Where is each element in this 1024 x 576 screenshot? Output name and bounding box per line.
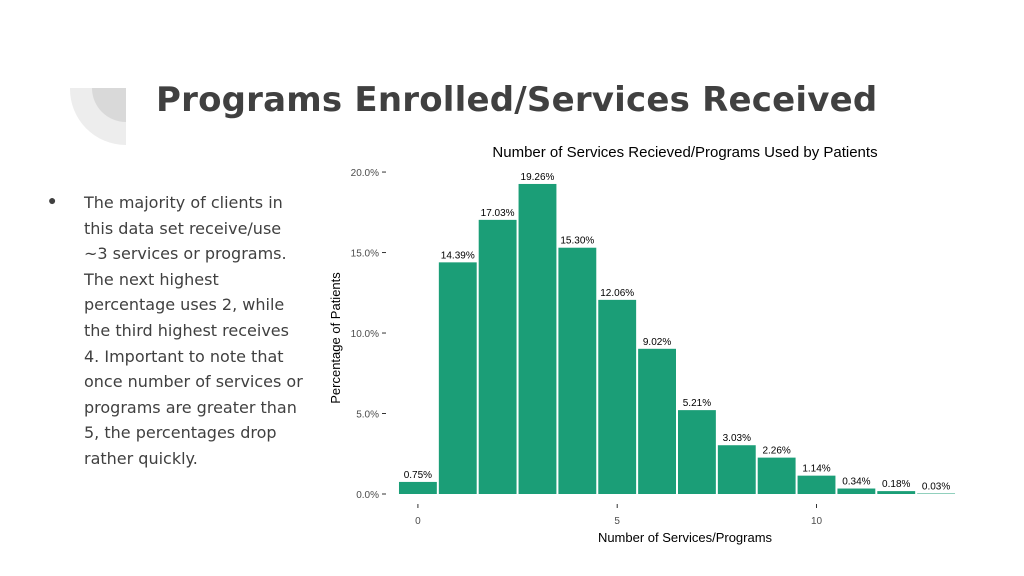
chart-title: Number of Services Recieved/Programs Use…	[492, 144, 877, 161]
bar	[558, 247, 597, 494]
y-tick-label: 20.0%	[351, 168, 379, 179]
bar-value-label: 9.02%	[643, 337, 671, 348]
bar	[678, 410, 716, 494]
bar-value-label: 1.14%	[802, 464, 830, 475]
y-tick-label: 0.0%	[356, 490, 379, 501]
bar-value-label: 3.03%	[723, 433, 751, 444]
slide-title: Programs Enrolled/Services Received	[156, 80, 878, 120]
bar	[598, 299, 637, 494]
bar	[717, 445, 756, 494]
bar	[797, 475, 836, 494]
y-tick-label: 15.0%	[351, 249, 379, 260]
bar	[398, 481, 437, 494]
bar-value-label: 14.39%	[441, 250, 475, 261]
decorative-arc-dark	[92, 88, 126, 122]
bar	[638, 348, 676, 494]
bar	[438, 262, 477, 494]
x-axis-label: Number of Services/Programs	[598, 530, 773, 545]
bar	[837, 488, 876, 494]
y-tick-label: 10.0%	[351, 329, 379, 340]
bar-value-label: 17.03%	[481, 208, 515, 219]
bar-value-label: 15.30%	[560, 236, 594, 247]
bar-value-label: 5.21%	[683, 398, 711, 409]
x-tick-label: 10	[811, 516, 823, 527]
bar-value-label: 0.34%	[842, 477, 870, 488]
bar-value-label: 0.75%	[404, 470, 432, 481]
x-tick-label: 5	[614, 516, 620, 527]
plot-area: 0.0% 5.0% 10.0% 15.0% 20.0% 0 5 10 0.75% 14.39% 17…	[351, 168, 956, 527]
bar-value-label: 0.03%	[922, 482, 950, 493]
bar-value-label: 2.26%	[762, 446, 790, 457]
bar	[478, 219, 517, 495]
y-axis-label: Percentage of Patients	[328, 272, 343, 404]
bullet-text: The majority of clients in this data set…	[84, 193, 303, 468]
bullet-dot: ●	[48, 192, 57, 208]
y-tick-label: 5.0%	[356, 410, 379, 421]
bar-value-label: 12.06%	[600, 288, 634, 299]
bar-chart: Number of Services Recieved/Programs Use…	[328, 144, 956, 545]
decorative-quarter-circle	[69, 88, 126, 145]
bar	[518, 183, 557, 494]
bar-value-label: 19.26%	[521, 172, 555, 183]
bar-value-label: 0.18%	[882, 479, 910, 490]
x-tick-label: 0	[415, 516, 421, 527]
bar	[757, 457, 796, 494]
bar	[877, 491, 916, 494]
